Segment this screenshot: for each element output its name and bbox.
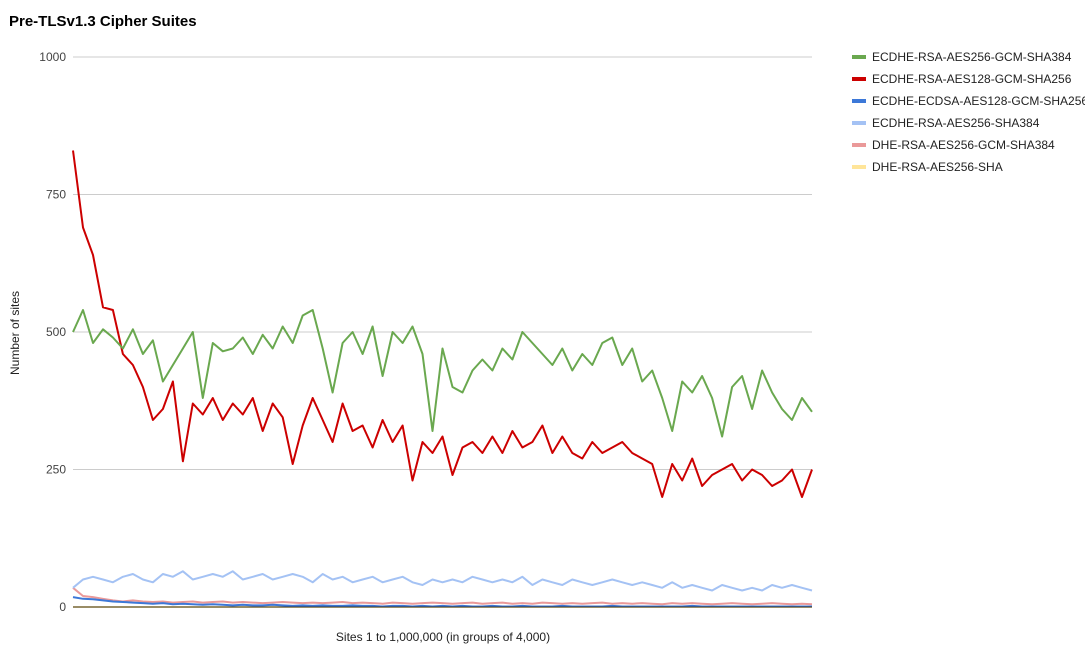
y-tick-label: 250: [46, 463, 66, 477]
legend-item[interactable]: ECDHE-RSA-AES256-GCM-SHA384: [852, 50, 1072, 64]
legend-swatch: [852, 121, 866, 125]
y-tick-label: 0: [59, 600, 66, 614]
legend-label: ECDHE-RSA-AES256-GCM-SHA384: [872, 50, 1072, 64]
series-line-ecdhe-rsa-aes128-gcm-sha256: [72, 150, 813, 498]
legend-swatch: [852, 77, 866, 81]
series-line-ecdhe-rsa-aes256-sha384: [72, 570, 813, 592]
legend-item[interactable]: ECDHE-ECDSA-AES128-GCM-SHA256: [852, 94, 1085, 108]
y-axis-label: Number of sites: [8, 291, 22, 375]
chart-title: Pre-TLSv1.3 Cipher Suites: [9, 13, 197, 30]
legend-label: DHE-RSA-AES256-SHA: [872, 160, 1003, 174]
y-tick-label: 1000: [39, 50, 66, 64]
legend-label: DHE-RSA-AES256-GCM-SHA384: [872, 138, 1055, 152]
legend-item[interactable]: ECDHE-RSA-AES128-GCM-SHA256: [852, 72, 1072, 86]
y-tick-label: 500: [46, 325, 66, 339]
y-axis-ticks: 0 250 500 750 1000: [39, 50, 66, 614]
legend-swatch: [852, 55, 866, 59]
gridlines: [73, 56, 812, 470]
legend-swatch: [852, 99, 866, 103]
series-line-dhe-rsa-aes256-gcm-sha384: [72, 587, 813, 606]
legend-item[interactable]: DHE-RSA-AES256-SHA: [852, 160, 1003, 174]
legend-swatch: [852, 165, 866, 169]
legend-item[interactable]: ECDHE-RSA-AES256-SHA384: [852, 116, 1040, 130]
legend: ECDHE-RSA-AES256-GCM-SHA384 ECDHE-RSA-AES…: [852, 50, 1085, 174]
legend-label: ECDHE-RSA-AES256-SHA384: [872, 116, 1040, 130]
legend-label: ECDHE-RSA-AES128-GCM-SHA256: [872, 72, 1072, 86]
series-line-ecdhe-rsa-aes256-gcm-sha384: [72, 309, 813, 438]
x-axis-label: Sites 1 to 1,000,000 (in groups of 4,000…: [336, 630, 550, 644]
legend-item[interactable]: DHE-RSA-AES256-GCM-SHA384: [852, 138, 1055, 152]
legend-swatch: [852, 143, 866, 147]
series-lines: [72, 150, 813, 608]
y-tick-label: 750: [46, 188, 66, 202]
series-line-ecdhe-ecdsa-aes128-gcm-sha256: [72, 596, 812, 608]
legend-label: ECDHE-ECDSA-AES128-GCM-SHA256: [872, 94, 1085, 108]
